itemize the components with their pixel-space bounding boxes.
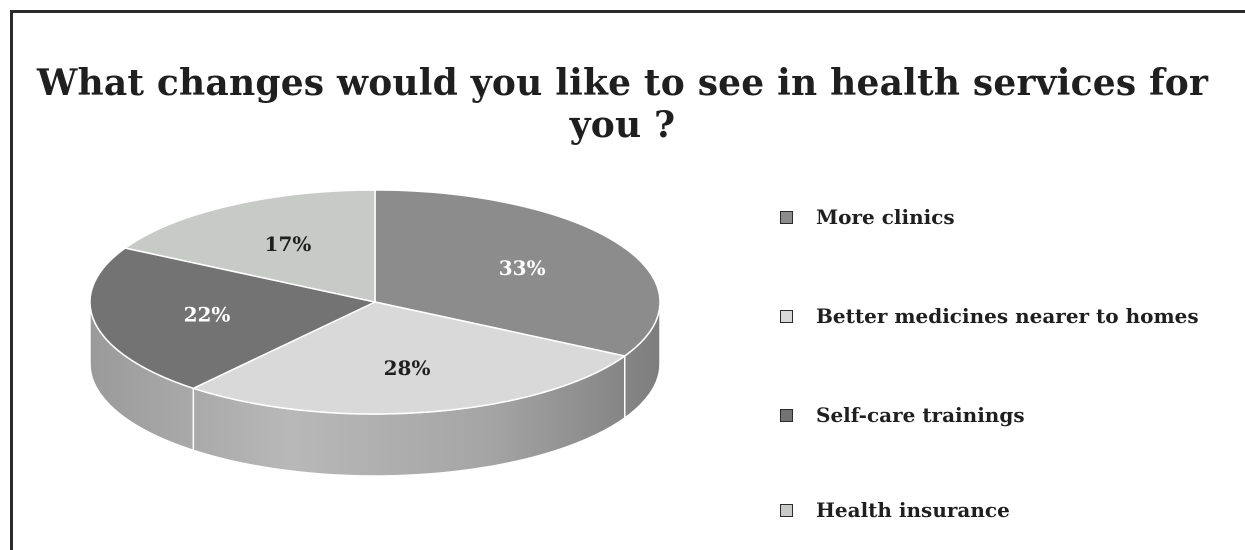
legend-label: Health insurance — [816, 498, 1010, 522]
legend-swatch — [780, 309, 793, 323]
legend-swatch — [780, 210, 793, 224]
pie-slice-label: 17% — [265, 232, 312, 256]
legend-label: Better medicines nearer to homes — [816, 304, 1199, 328]
pie-slice — [123, 189, 376, 303]
pie-slice — [89, 247, 378, 390]
legend-swatch — [780, 408, 793, 422]
pie-slice-label: 28% — [384, 356, 431, 380]
legend-item-more-clinics: More clinics — [780, 205, 955, 229]
legend-item-health-insurance: Health insurance — [780, 498, 1010, 522]
pie-slice-label: 22% — [184, 303, 231, 327]
legend-swatch — [780, 503, 793, 517]
pie-slice — [191, 301, 627, 415]
legend-label: Self-care trainings — [816, 403, 1025, 427]
legend-item-better-medicines: Better medicines nearer to homes — [780, 304, 1199, 328]
legend-label: More clinics — [816, 205, 955, 229]
chart-title: What changes would you like to see in he… — [36, 62, 1209, 146]
pie-slice — [374, 189, 661, 357]
chart-frame — [10, 10, 1245, 550]
legend-item-self-care-trainings: Self-care trainings — [780, 403, 1025, 427]
pie-slice-label: 33% — [499, 256, 546, 280]
